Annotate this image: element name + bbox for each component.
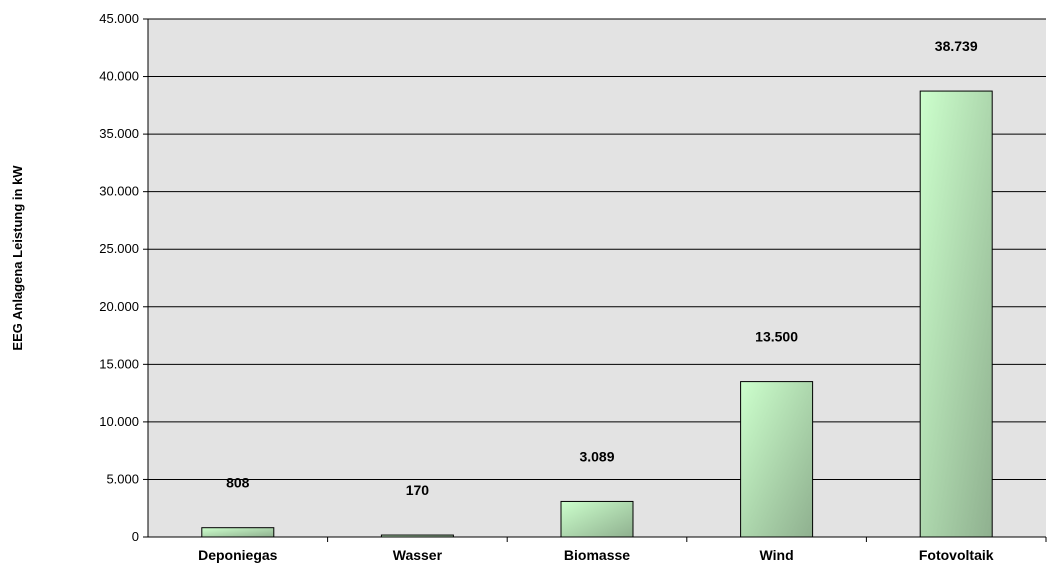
plot-area (148, 19, 1046, 537)
gridlines (148, 18, 1046, 480)
y-tick-label: 5.000 (106, 471, 139, 486)
y-tick-label: 15.000 (99, 356, 139, 371)
y-tick-label: 35.000 (99, 126, 139, 141)
bar-wind (740, 381, 814, 538)
x-tick-label: Deponiegas (198, 547, 278, 563)
y-tick-label: 45.000 (99, 11, 139, 26)
bar-wasser (380, 534, 454, 538)
labels: 0 5.000 10.000 15.000 20.000 25.000 30.000 35.0… (99, 11, 994, 563)
data-label: 170 (406, 482, 430, 498)
bar-biomasse (560, 500, 634, 538)
y-tick-label: 0 (132, 529, 139, 544)
y-tick-label: 40.000 (99, 69, 139, 84)
y-axis-label: EEG Anlagena Leistung in kW (10, 165, 25, 351)
x-tick-label: Fotovoltaik (919, 547, 994, 563)
data-label: 3.089 (579, 448, 614, 464)
x-tick-label: Wasser (393, 547, 443, 563)
y-tick-label: 20.000 (99, 299, 139, 314)
y-tick-label: 30.000 (99, 184, 139, 199)
x-tick-label: Wind (760, 547, 794, 563)
data-label: 808 (226, 475, 250, 491)
bars (201, 90, 993, 538)
bar-deponiegas (201, 527, 275, 538)
y-tick-label: 10.000 (99, 414, 139, 429)
bar-fotovoltaik (919, 90, 993, 538)
y-tick-label: 25.000 (99, 241, 139, 256)
data-label: 13.500 (755, 329, 798, 345)
x-tick-label: Biomasse (564, 547, 630, 563)
data-label: 38.739 (935, 38, 978, 54)
